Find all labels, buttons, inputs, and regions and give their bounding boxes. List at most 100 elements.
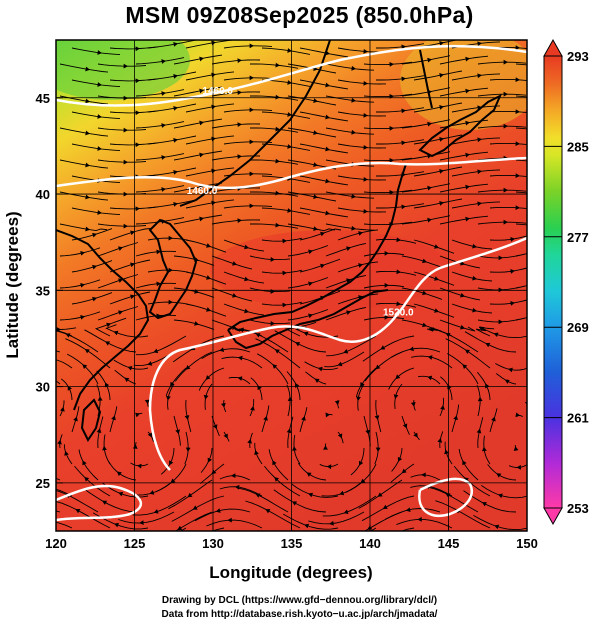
streamline: [133, 351, 175, 367]
streamline: [363, 61, 413, 66]
streamline: [515, 95, 527, 98]
streamline: [287, 277, 329, 289]
streamline-arrow: [462, 460, 467, 466]
streamline: [489, 235, 527, 241]
streamline: [337, 261, 379, 273]
streamline-arrow: [130, 294, 135, 300]
streamline-arrow: [255, 493, 261, 498]
streamline: [321, 479, 365, 497]
streamline: [489, 142, 527, 145]
streamline-arrow: [102, 445, 107, 451]
streamline: [363, 93, 413, 98]
streamline: [376, 75, 425, 81]
streamline: [71, 47, 121, 56]
x-axis-ticks: 120 125 130 135 140 145 150: [45, 524, 538, 551]
streamline-arrow: [75, 509, 81, 514]
streamline: [147, 167, 197, 177]
streamline-arrow: [292, 446, 297, 451]
streamline-arrow: [149, 490, 155, 495]
streamline: [147, 40, 197, 49]
streamline: [185, 40, 235, 49]
streamline-arrow: [515, 141, 520, 147]
streamline-arrow: [462, 364, 468, 369]
streamline: [451, 169, 501, 177]
streamline-arrow: [326, 464, 332, 470]
streamline-arrow: [325, 146, 330, 152]
streamline-arrow: [247, 438, 252, 444]
streamline: [71, 79, 121, 88]
streamline-arrow: [275, 62, 280, 68]
streamline: [322, 495, 377, 517]
streamline: [401, 255, 443, 268]
x-tick-label: 120: [45, 536, 67, 551]
streamline: [337, 229, 379, 241]
streamline-arrow: [80, 283, 85, 288]
streamline: [59, 223, 108, 232]
streamline-arrow: [503, 123, 508, 129]
streamline: [325, 191, 375, 199]
streamline-arrow: [92, 264, 97, 270]
streamline-arrow: [173, 137, 178, 143]
streamline-arrow: [465, 56, 470, 62]
cold-region: [56, 40, 190, 100]
streamline-arrow: [199, 56, 204, 62]
streamline-arrow: [85, 194, 90, 200]
contour-labels: 1460.0 1460.0 1520.0: [187, 86, 414, 318]
streamline-arrow: [351, 225, 356, 231]
streamline-arrow: [132, 444, 138, 449]
streamline: [401, 87, 451, 97]
y-tick-label: 30: [36, 380, 50, 395]
streamline: [363, 316, 405, 321]
streamline: [56, 488, 73, 497]
streamline-arrow: [161, 155, 166, 160]
streamline: [185, 199, 235, 209]
streamline-arrow: [275, 126, 280, 132]
streamline-arrow: [504, 379, 510, 384]
streamline: [363, 221, 413, 226]
streamline: [299, 111, 349, 122]
streamline: [325, 306, 367, 321]
streamline-arrow: [401, 204, 406, 210]
streamline-arrow: [516, 464, 521, 470]
streamline: [477, 125, 527, 129]
streamline: [401, 215, 451, 225]
streamline: [515, 127, 527, 130]
streamline: [439, 255, 481, 269]
streamline-arrow: [212, 424, 218, 430]
streamline: [194, 508, 251, 522]
streamline: [56, 380, 61, 385]
graticule: [56, 40, 527, 531]
streamline-arrow: [503, 59, 508, 65]
streamline-arrow: [363, 48, 368, 54]
streamline: [528, 400, 530, 410]
streamline: [83, 488, 137, 513]
streamline: [413, 303, 455, 318]
streamline-arrow: [168, 299, 173, 305]
streamline-arrow: [382, 504, 388, 509]
contour-label: 1520.0: [383, 307, 414, 318]
streamline-arrow: [477, 137, 482, 143]
streamline-arrow: [308, 249, 313, 255]
streamline: [390, 347, 441, 358]
streamline: [325, 63, 375, 71]
streamline-arrow: [37, 519, 42, 524]
streamline-arrow: [515, 45, 520, 51]
streamline-arrow: [465, 120, 470, 126]
streamline-arrow: [396, 269, 401, 275]
streamline: [376, 171, 425, 177]
streamline: [376, 43, 425, 49]
streamline-arrow: [227, 517, 232, 523]
streamline: [477, 255, 519, 259]
streamline: [261, 111, 311, 119]
streamline: [308, 511, 365, 525]
streamline-arrow: [84, 348, 90, 354]
streamline-arrow: [308, 492, 313, 498]
streamline: [250, 95, 299, 101]
streamline-arrow: [485, 383, 490, 389]
streamline-arrow: [422, 258, 427, 264]
streamline: [337, 111, 387, 117]
streamline: [287, 309, 329, 321]
streamline-arrow: [465, 184, 470, 190]
streamline: [473, 515, 527, 531]
